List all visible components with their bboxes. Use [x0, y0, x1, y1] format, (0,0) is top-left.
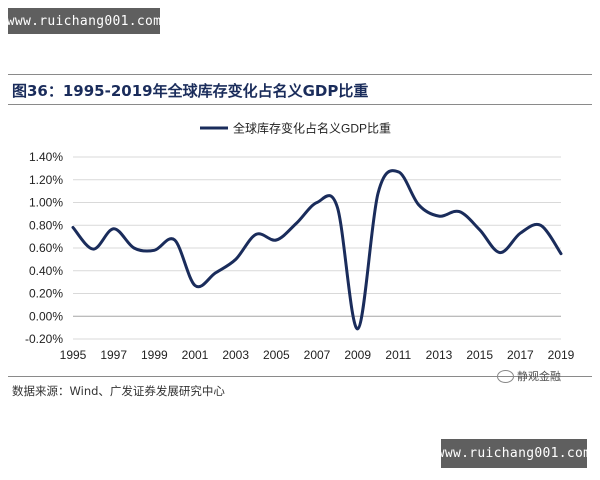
line-chart: 全球库存变化占名义GDP比重 -0.20% 0.00% 0.20% 0.40% 0.60…	[25, 121, 575, 363]
wechat-label: 静观金融	[517, 370, 561, 383]
x-tick-label: 2005	[263, 348, 290, 362]
y-tick-label: -0.20%	[25, 332, 63, 346]
x-tick-label: 2009	[344, 348, 371, 362]
chart-gridlines	[73, 156, 561, 340]
watermark-bottom: www.ruichang001.com	[437, 439, 591, 468]
x-tick-label: 2017	[507, 348, 534, 362]
legend-label: 全球库存变化占名义GDP比重	[233, 121, 391, 136]
chart-legend: 全球库存变化占名义GDP比重	[200, 121, 391, 136]
y-tick-label: 0.20%	[29, 287, 63, 301]
watermark-top: www.ruichang001.com	[7, 8, 161, 34]
x-tick-label: 2003	[222, 348, 249, 362]
y-tick-label: 1.20%	[29, 173, 63, 187]
x-tick-label: 1997	[100, 348, 127, 362]
y-tick-label: 1.40%	[29, 150, 63, 164]
figure-title: 图36：1995-2019年全球库存变化占名义GDP比重	[12, 82, 369, 100]
x-axis-tick-labels: 1995 1997 1999 2001 2003 2005 2007 2009 2011 2013…	[60, 348, 575, 362]
x-tick-label: 2011	[385, 348, 411, 362]
y-tick-label: 0.80%	[29, 218, 63, 232]
source-note: 数据来源：Wind、广发证券发展研究中心	[12, 384, 225, 398]
x-tick-label: 1995	[60, 348, 87, 362]
x-tick-label: 1999	[141, 348, 168, 362]
wechat-icon	[497, 369, 514, 383]
y-tick-label: 0.40%	[29, 264, 63, 278]
x-tick-label: 2007	[304, 348, 331, 362]
title-top-rule	[8, 74, 592, 75]
y-tick-label: 1.00%	[29, 196, 63, 210]
y-axis-tick-labels: -0.20% 0.00% 0.20% 0.40% 0.60% 0.80% 1.00% 1.20…	[25, 150, 63, 346]
x-tick-label: 2019	[548, 348, 575, 362]
y-tick-label: 0.60%	[29, 241, 63, 255]
x-tick-label: 2001	[182, 348, 209, 362]
source-top-rule	[8, 376, 592, 377]
x-tick-label: 2015	[466, 348, 493, 362]
wechat-watermark: 静观金融	[497, 368, 561, 384]
series-line	[71, 169, 563, 331]
x-tick-label: 2013	[426, 348, 453, 362]
title-bottom-rule	[8, 104, 592, 105]
y-tick-label: 0.00%	[29, 309, 63, 323]
